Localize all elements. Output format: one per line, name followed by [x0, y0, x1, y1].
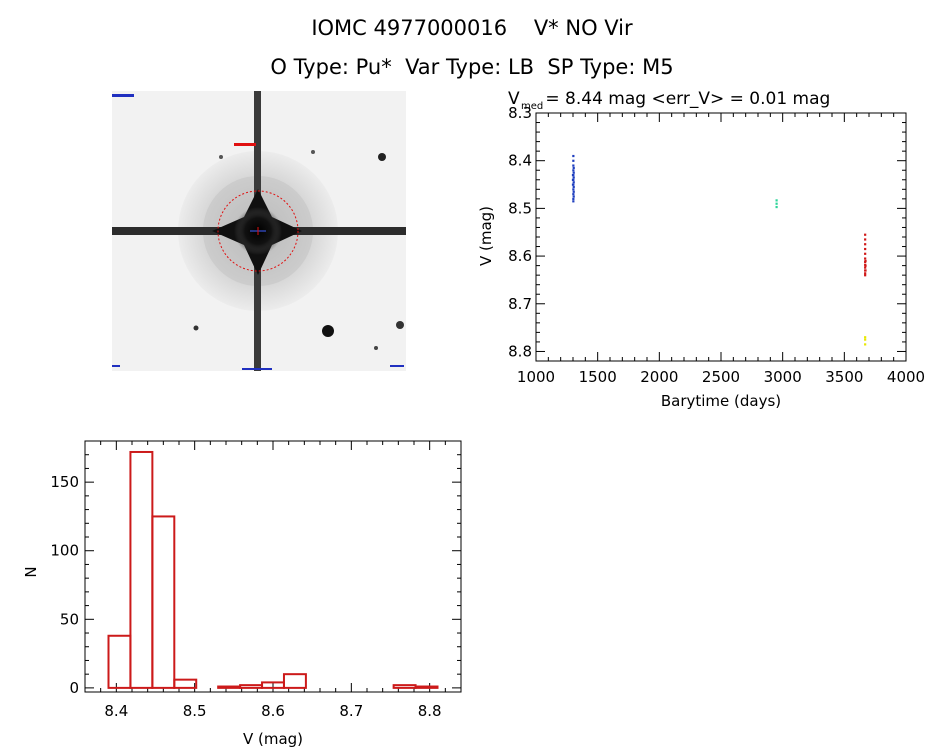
lc-point-series-0 [572, 171, 575, 174]
hist-bar [173, 678, 198, 689]
lc-point-series-2 [864, 266, 867, 269]
lc-point-series-0 [572, 193, 575, 196]
lc-point-series-3 [864, 343, 867, 346]
hist-bar [129, 450, 154, 689]
lc-point-series-0 [572, 166, 575, 170]
finder-tag [112, 94, 134, 97]
lc-point-series-0 [571, 183, 575, 186]
hist-bar [414, 685, 439, 689]
lc-y-tick-label: 8.7 [508, 295, 532, 313]
lc-y-tick-label: 8.5 [508, 199, 532, 217]
lc-point-series-1 [775, 202, 778, 205]
lc-point-series-0 [572, 188, 575, 191]
lc-ylabel: V (mag) [477, 206, 495, 266]
hist-bar [107, 634, 132, 689]
lc-point-series-0 [571, 174, 575, 177]
page-title: IOMC 4977000016 V* NO Vir [311, 16, 633, 40]
lc-point-series-2 [864, 260, 867, 263]
lc-point-series-0 [572, 176, 575, 179]
lc-title-sub: med [521, 101, 543, 112]
hist-y-tick-label: 0 [69, 679, 79, 697]
lc-y-tick-label: 8.6 [508, 247, 532, 265]
lc-point-series-0 [572, 197, 575, 201]
finder-tag [234, 143, 256, 146]
field-star [219, 155, 223, 159]
lc-point-series-0 [572, 195, 575, 198]
hist-x-tick-label: 8.5 [183, 702, 207, 720]
hist-bar [151, 515, 176, 689]
lc-x-tick-label: 4000 [887, 368, 925, 386]
finder-chart-image [112, 91, 406, 371]
lc-point-series-0 [572, 159, 575, 162]
aperture-circle [217, 190, 299, 272]
hist-x-tick-label: 8.4 [104, 702, 128, 720]
lc-point-series-2 [864, 274, 867, 277]
lc-point-series-2 [864, 272, 867, 275]
lc-point-series-2 [864, 247, 867, 251]
field-star [193, 325, 199, 331]
lc-point-series-0 [572, 185, 575, 189]
field-star [311, 150, 315, 154]
lc-point-series-1 [775, 199, 778, 202]
page-subtitle: O Type: Pu* Var Type: LB SP Type: M5 [270, 55, 674, 79]
hist-bar [261, 681, 285, 689]
field-star [322, 325, 334, 337]
hist-xlabel: V (mag) [243, 730, 303, 747]
lc-point-series-2 [864, 257, 867, 260]
lc-title-rest: = 8.44 mag <err_V> = 0.01 mag [540, 89, 830, 109]
hist-bar [282, 673, 307, 689]
finder-tag [242, 368, 272, 370]
lc-x-tick-label: 1000 [517, 368, 555, 386]
lc-point-series-2 [864, 243, 867, 246]
lc-x-tick-label: 3500 [825, 368, 863, 386]
lc-point-series-0 [572, 200, 575, 203]
hist-ylabel: N [22, 566, 40, 577]
lc-point-series-0 [572, 181, 575, 184]
lc-point-series-0 [572, 190, 575, 193]
lc-point-series-2 [864, 259, 867, 263]
field-star [374, 346, 378, 350]
lc-point-series-2 [864, 269, 867, 272]
lc-point-series-2 [864, 252, 867, 255]
lc-point-series-3 [864, 336, 867, 339]
field-star [378, 153, 386, 161]
lc-point-series-1 [775, 205, 778, 209]
lc-point-series-2 [864, 264, 867, 267]
lc-y-tick-label: 8.3 [508, 104, 532, 122]
finder-tag [112, 365, 120, 367]
lc-point-series-0 [572, 174, 575, 177]
hist-x-tick-label: 8.7 [339, 702, 363, 720]
lc-point-series-3 [864, 338, 867, 341]
hist-bar [392, 684, 417, 689]
hist-bar [217, 685, 242, 689]
lc-point-series-0 [572, 178, 575, 181]
lc-plot-frame [535, 112, 907, 362]
lc-x-tick-label: 3000 [764, 368, 802, 386]
lc-x-tick-label: 2500 [702, 368, 740, 386]
lc-y-tick-label: 8.8 [508, 342, 532, 360]
hist-x-tick-label: 8.8 [418, 702, 442, 720]
lc-point-series-2 [864, 263, 867, 266]
lc-x-tick-label: 1500 [579, 368, 617, 386]
lc-xlabel: Barytime (days) [661, 392, 781, 410]
lc-y-tick-label: 8.4 [508, 152, 532, 170]
hist-x-tick-label: 8.6 [261, 702, 285, 720]
hist-y-tick-label: 150 [50, 473, 79, 491]
hist-y-tick-label: 100 [50, 542, 79, 560]
lc-point-series-0 [571, 178, 575, 181]
finder-tag [390, 365, 404, 367]
hist-plot-frame [84, 440, 462, 693]
lc-point-series-0 [572, 183, 575, 186]
lc-point-series-0 [572, 164, 575, 167]
hist-bar [239, 684, 264, 689]
lc-title-prefix: V [508, 89, 520, 109]
lc-point-series-2 [864, 269, 867, 272]
lc-point-series-2 [864, 233, 867, 236]
lc-x-tick-label: 2000 [640, 368, 678, 386]
field-star [396, 321, 404, 329]
lc-point-series-0 [572, 154, 575, 158]
lc-point-series-0 [572, 169, 575, 172]
hist-y-tick-label: 50 [60, 610, 79, 628]
lc-point-series-2 [864, 238, 867, 241]
